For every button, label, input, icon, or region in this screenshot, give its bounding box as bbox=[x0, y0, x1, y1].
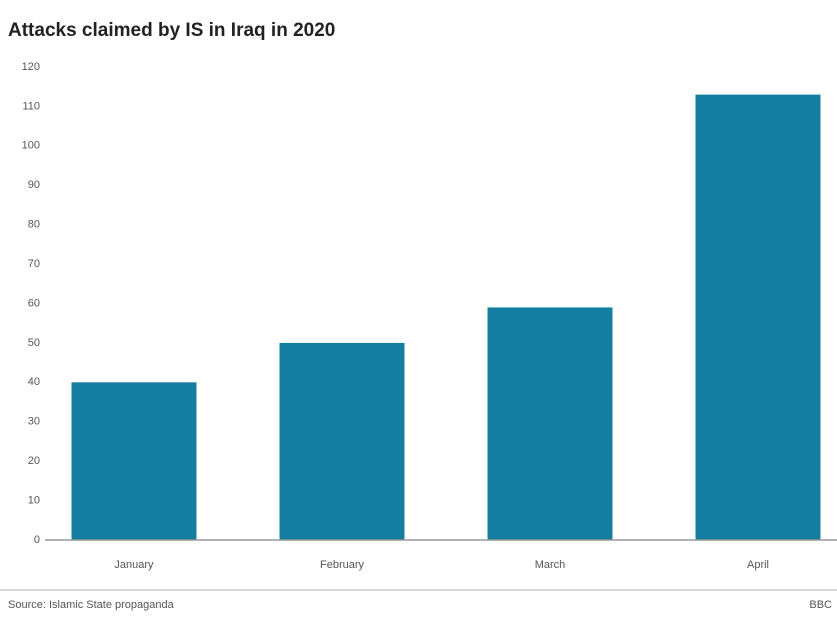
x-tick-label: February bbox=[320, 559, 365, 571]
credit: BBC bbox=[809, 599, 832, 611]
y-tick-label: 60 bbox=[28, 297, 40, 309]
y-tick-label: 40 bbox=[28, 376, 40, 388]
y-tick-label: 80 bbox=[28, 219, 40, 231]
x-tick-label: March bbox=[535, 559, 566, 571]
bar bbox=[279, 342, 405, 540]
source: Source: Islamic State propaganda bbox=[8, 599, 175, 611]
y-tick-label: 30 bbox=[28, 416, 40, 428]
y-tick-label: 20 bbox=[28, 455, 40, 467]
y-tick-label: 90 bbox=[28, 179, 40, 191]
y-tick-label: 10 bbox=[28, 494, 40, 506]
bar bbox=[71, 382, 197, 540]
x-tick-label: April bbox=[747, 559, 769, 571]
y-tick-label: 70 bbox=[28, 258, 40, 270]
y-tick-label: 0 bbox=[34, 534, 40, 546]
bar bbox=[487, 307, 613, 540]
chart-title: Attacks claimed by IS in Iraq in 2020 bbox=[8, 20, 335, 41]
bar bbox=[695, 94, 821, 540]
y-tick-label: 50 bbox=[28, 337, 40, 349]
y-tick-label: 100 bbox=[22, 140, 40, 152]
x-tick-label: January bbox=[114, 559, 154, 571]
y-tick-label: 120 bbox=[22, 61, 40, 73]
y-tick-label: 110 bbox=[22, 100, 40, 112]
